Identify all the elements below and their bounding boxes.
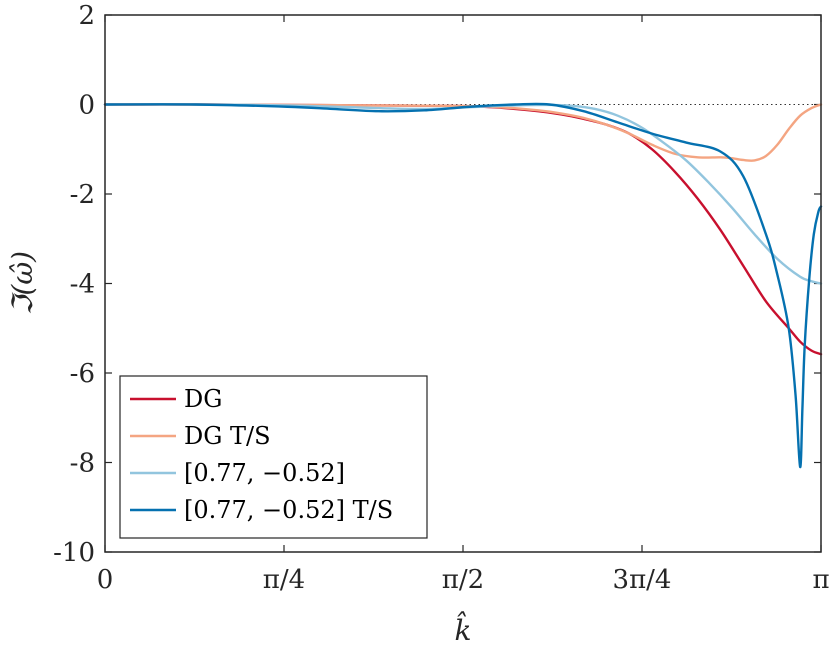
legend-label: DG T/S [184, 422, 271, 450]
legend-label: [0.77, −0.52] [184, 459, 345, 487]
y-tick-label: -6 [70, 359, 95, 389]
legend-label: DG [184, 385, 222, 413]
x-tick-labels: 0 π/4 π/2 3π/4 π [97, 565, 830, 595]
legend-item-dg-ts: DG T/S [130, 422, 271, 450]
y-tick-label: 2 [78, 1, 95, 31]
x-tick-label: 0 [97, 565, 114, 595]
y-tick-label: -2 [70, 180, 95, 210]
x-tick-label: π/2 [442, 565, 484, 595]
y-tick-label: 0 [78, 91, 95, 121]
y-tick-labels: 2 0 -2 -4 -6 -8 -10 [53, 1, 95, 568]
x-tick-label: 3π/4 [613, 565, 672, 595]
plot-frame [104, 14, 822, 553]
y-tick-label: -8 [70, 449, 95, 479]
y-tick-label: -10 [53, 538, 95, 568]
y-axis-title: ℑ(ω̂) [6, 251, 39, 315]
x-axis-title: k̂ [455, 612, 472, 647]
series-line-dg-ts [103, 103, 823, 162]
legend: DG DG T/S [0.77, −0.52] [0.77, −0.52] T/S [119, 375, 428, 539]
legend-item-077-ts: [0.77, −0.52] T/S [130, 496, 393, 524]
x-tick-label: π [812, 565, 829, 595]
x-tick-label: π/4 [263, 565, 305, 595]
series-line-dg [103, 103, 823, 356]
legend-item-dg: DG [130, 385, 222, 413]
legend-items: DG DG T/S [0.77, −0.52] [0.77, −0.52] T/S [130, 385, 393, 524]
legend-item-077: [0.77, −0.52] [130, 459, 345, 487]
series-lines [103, 102, 823, 469]
series-line-077-ts [103, 102, 823, 469]
series-line-077 [103, 103, 823, 285]
legend-label: [0.77, −0.52] T/S [184, 496, 393, 524]
y-tick-label: -4 [70, 270, 95, 300]
